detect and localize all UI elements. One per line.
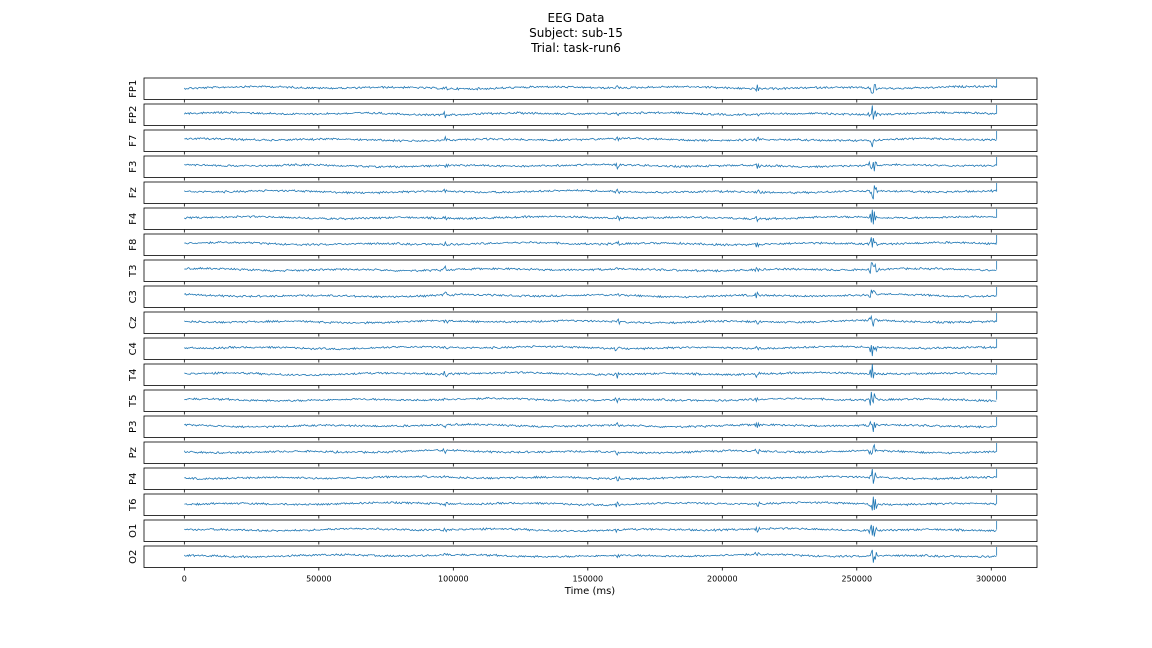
channel-panel-pz [143, 441, 1038, 464]
channel-panel-c4 [143, 337, 1038, 360]
x-tick-label: 200000 [707, 575, 738, 584]
channel-label-p3: P3 [128, 421, 139, 433]
x-tick-label: 0 [182, 575, 187, 584]
channel-panel-o1 [143, 519, 1038, 542]
channel-panel-p4 [143, 467, 1038, 490]
signal-trace-c4 [184, 344, 997, 357]
channel-label-f4: F4 [128, 213, 139, 225]
channel-panel-cz [143, 311, 1038, 334]
channel-panel-f7 [143, 129, 1038, 152]
signal-trace-f8 [184, 237, 997, 248]
signal-trace-p4 [184, 469, 997, 484]
channel-panel-f8 [143, 233, 1038, 256]
chart-title: EEG Data [547, 11, 605, 25]
signal-trace-fz [184, 185, 997, 200]
channel-label-c3: C3 [128, 290, 139, 303]
channel-panel-t4 [143, 363, 1038, 386]
channel-label-p4: P4 [128, 473, 139, 485]
x-tick-label: 50000 [306, 575, 331, 584]
channel-label-t4: T4 [128, 369, 139, 382]
x-tick-label: 150000 [573, 575, 604, 584]
channel-label-t5: T5 [128, 395, 139, 408]
channel-label-t6: T6 [128, 499, 139, 512]
channel-panel-fp2 [143, 103, 1038, 126]
chart-subtitle-trial: Trial: task-run6 [531, 41, 621, 55]
channel-panel-c3 [143, 285, 1038, 308]
signal-trace-pz [183, 443, 997, 456]
channel-panel-p3 [143, 415, 1038, 438]
channel-label-fp2: FP2 [128, 106, 139, 124]
channel-label-pz: Pz [128, 447, 139, 458]
channel-label-o1: O1 [128, 524, 139, 538]
x-tick-label: 100000 [438, 575, 469, 584]
chart-title-block: EEG Data Subject: sub-15 Trial: task-run… [0, 11, 1152, 56]
channel-panel-fp1 [143, 77, 1038, 100]
channel-label-cz: Cz [128, 317, 139, 329]
channel-panel-t5 [143, 389, 1038, 412]
channel-panel-t6 [143, 493, 1038, 516]
channel-panel-f3 [143, 155, 1038, 178]
signal-trace-fp2 [183, 105, 997, 120]
channel-panel-o2 [143, 545, 1038, 568]
signal-trace-f4 [184, 209, 997, 225]
signal-trace-o1 [184, 524, 997, 537]
signal-trace-t4 [184, 364, 997, 379]
signal-trace-t3 [184, 262, 997, 274]
channel-label-o2: O2 [128, 550, 139, 564]
channel-label-t3: T3 [128, 265, 139, 278]
channel-label-f7: F7 [128, 135, 139, 147]
x-axis-label: Time (ms) [564, 586, 616, 597]
channel-panel-f4 [143, 207, 1038, 230]
channel-label-f3: F3 [128, 161, 139, 173]
signal-trace-fp1 [183, 83, 997, 94]
signal-trace-p3 [184, 420, 997, 432]
signal-trace-o2 [184, 549, 997, 563]
x-tick-label: 300000 [976, 575, 1007, 584]
signal-trace-t6 [184, 496, 997, 511]
channel-label-c4: C4 [128, 342, 139, 355]
channel-label-fz: Fz [128, 187, 139, 198]
signal-trace-c3 [184, 289, 997, 299]
x-tick-label: 250000 [842, 575, 873, 584]
channel-label-f8: F8 [128, 239, 139, 251]
channel-label-fp1: FP1 [128, 80, 139, 98]
signal-trace-t5 [184, 391, 997, 406]
signal-trace-cz [184, 314, 997, 327]
channel-panel-fz [143, 181, 1038, 204]
signal-trace-f3 [184, 160, 997, 172]
channel-panel-t3 [143, 259, 1038, 282]
signal-trace-f7 [184, 135, 997, 148]
chart-subtitle-subject: Subject: sub-15 [529, 26, 623, 40]
